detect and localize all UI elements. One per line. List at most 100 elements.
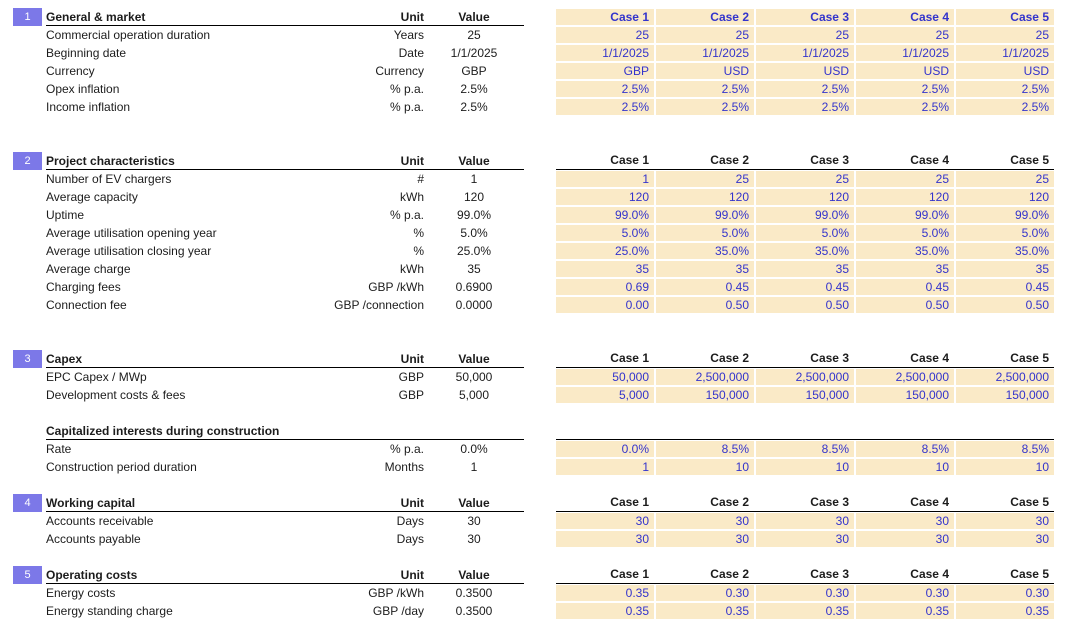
case-input-cell[interactable]: 25.0% [556, 243, 654, 259]
case-input-cell[interactable]: 35.0% [656, 243, 754, 259]
case-input-cell[interactable]: 35.0% [756, 243, 854, 259]
case-input-cell[interactable]: 5.0% [856, 225, 954, 241]
case-input-cell[interactable]: 0.35 [656, 603, 754, 619]
case-input-cell[interactable]: 99.0% [956, 207, 1054, 223]
case-input-cell[interactable]: 2.5% [556, 81, 654, 97]
row-value-cell[interactable]: 1/1/2025 [450, 46, 498, 60]
case-input-cell[interactable]: 5,000 [556, 387, 654, 403]
case-input-cell[interactable]: 0.30 [956, 585, 1054, 601]
case-input-cell[interactable]: 0.0% [556, 441, 654, 457]
case-input-cell[interactable]: 0.45 [656, 279, 754, 295]
row-value-cell[interactable]: 1 [470, 172, 478, 186]
row-value-cell[interactable]: 30 [467, 514, 481, 528]
case-input-cell[interactable]: 2,500,000 [956, 369, 1054, 385]
case-input-cell[interactable]: 120 [756, 189, 854, 205]
case-input-cell[interactable]: 10 [956, 459, 1054, 475]
case-input-cell[interactable]: USD [956, 63, 1054, 79]
case-input-cell[interactable]: 120 [556, 189, 654, 205]
case-input-cell[interactable]: 2.5% [656, 81, 754, 97]
row-value-cell[interactable]: 99.0% [456, 208, 492, 222]
case-input-cell[interactable]: 8.5% [656, 441, 754, 457]
case-input-cell[interactable]: 0.50 [956, 297, 1054, 313]
case-input-cell[interactable]: 30 [756, 513, 854, 529]
case-input-cell[interactable]: 1/1/2025 [856, 45, 954, 61]
case-input-cell[interactable]: 2.5% [956, 99, 1054, 115]
case-input-cell[interactable]: 5.0% [956, 225, 1054, 241]
case-input-cell[interactable]: 2.5% [656, 99, 754, 115]
case-input-cell[interactable]: 2,500,000 [756, 369, 854, 385]
case-input-cell[interactable]: 30 [856, 513, 954, 529]
case-input-cell[interactable]: 25 [656, 171, 754, 187]
case-input-cell[interactable]: 35 [656, 261, 754, 277]
case-input-cell[interactable]: 1/1/2025 [656, 45, 754, 61]
row-value-cell[interactable]: 2.5% [460, 100, 488, 114]
case-input-cell[interactable]: 0.50 [756, 297, 854, 313]
case-input-cell[interactable]: 2.5% [956, 81, 1054, 97]
case-input-cell[interactable]: 0.35 [856, 603, 954, 619]
case-input-cell[interactable]: 35 [856, 261, 954, 277]
case-input-cell[interactable]: 5.0% [756, 225, 854, 241]
row-value-cell[interactable]: 50,000 [455, 370, 493, 384]
case-input-cell[interactable]: 0.35 [756, 603, 854, 619]
case-input-cell[interactable]: 2.5% [856, 99, 954, 115]
row-value-cell[interactable]: 5.0% [460, 226, 488, 240]
case-input-cell[interactable]: 10 [656, 459, 754, 475]
case-input-cell[interactable]: USD [656, 63, 754, 79]
case-input-cell[interactable]: 35.0% [956, 243, 1054, 259]
row-value-cell[interactable]: 0.0% [460, 442, 488, 456]
case-input-cell[interactable]: 8.5% [856, 441, 954, 457]
row-value-cell[interactable]: 1 [470, 460, 478, 474]
case-input-cell[interactable]: 50,000 [556, 369, 654, 385]
row-value-cell[interactable]: 25.0% [456, 244, 492, 258]
case-input-cell[interactable]: 2,500,000 [656, 369, 754, 385]
case-input-cell[interactable]: 150,000 [656, 387, 754, 403]
case-input-cell[interactable]: 0.45 [956, 279, 1054, 295]
case-input-cell[interactable]: 30 [556, 513, 654, 529]
case-input-cell[interactable]: 99.0% [556, 207, 654, 223]
case-input-cell[interactable]: 5.0% [556, 225, 654, 241]
case-input-cell[interactable]: 120 [956, 189, 1054, 205]
case-input-cell[interactable]: 0.45 [856, 279, 954, 295]
case-input-cell[interactable]: 0.50 [856, 297, 954, 313]
case-input-cell[interactable]: 2,500,000 [856, 369, 954, 385]
case-input-cell[interactable]: 0.30 [656, 585, 754, 601]
case-input-cell[interactable]: 30 [956, 513, 1054, 529]
case-input-cell[interactable]: 25 [856, 171, 954, 187]
row-value-cell[interactable]: 0.3500 [455, 604, 493, 618]
row-value-cell[interactable]: 2.5% [460, 82, 488, 96]
case-input-cell[interactable]: GBP [556, 63, 654, 79]
case-input-cell[interactable]: 99.0% [856, 207, 954, 223]
case-input-cell[interactable]: 0.30 [856, 585, 954, 601]
case-input-cell[interactable]: 0.50 [656, 297, 754, 313]
case-input-cell[interactable]: 150,000 [856, 387, 954, 403]
row-value-cell[interactable]: 0.0000 [455, 298, 493, 312]
case-input-cell[interactable]: 35 [956, 261, 1054, 277]
row-value-cell[interactable]: 30 [467, 532, 481, 546]
case-input-cell[interactable]: 0.45 [756, 279, 854, 295]
row-value-cell[interactable]: 35 [467, 262, 481, 276]
case-input-cell[interactable]: 35 [556, 261, 654, 277]
case-input-cell[interactable]: 150,000 [956, 387, 1054, 403]
case-input-cell[interactable]: 5.0% [656, 225, 754, 241]
case-input-cell[interactable]: 2.5% [556, 99, 654, 115]
row-value-cell[interactable]: 120 [463, 190, 485, 204]
case-input-cell[interactable]: 8.5% [756, 441, 854, 457]
case-input-cell[interactable]: 35 [756, 261, 854, 277]
row-value-cell[interactable]: 0.3500 [455, 586, 493, 600]
case-input-cell[interactable]: 10 [756, 459, 854, 475]
case-input-cell[interactable]: 0.35 [556, 585, 654, 601]
row-value-cell[interactable]: GBP [461, 64, 487, 78]
case-input-cell[interactable]: 99.0% [656, 207, 754, 223]
case-input-cell[interactable]: 150,000 [756, 387, 854, 403]
case-input-cell[interactable]: 0.35 [956, 603, 1054, 619]
case-input-cell[interactable]: 25 [556, 27, 654, 43]
case-input-cell[interactable]: 25 [656, 27, 754, 43]
case-input-cell[interactable]: 120 [656, 189, 754, 205]
case-input-cell[interactable]: 0.35 [556, 603, 654, 619]
case-input-cell[interactable]: 0.30 [756, 585, 854, 601]
case-input-cell[interactable]: 25 [756, 171, 854, 187]
case-input-cell[interactable]: 1/1/2025 [556, 45, 654, 61]
case-input-cell[interactable]: 30 [556, 531, 654, 547]
case-input-cell[interactable]: 2.5% [756, 81, 854, 97]
case-input-cell[interactable]: USD [756, 63, 854, 79]
